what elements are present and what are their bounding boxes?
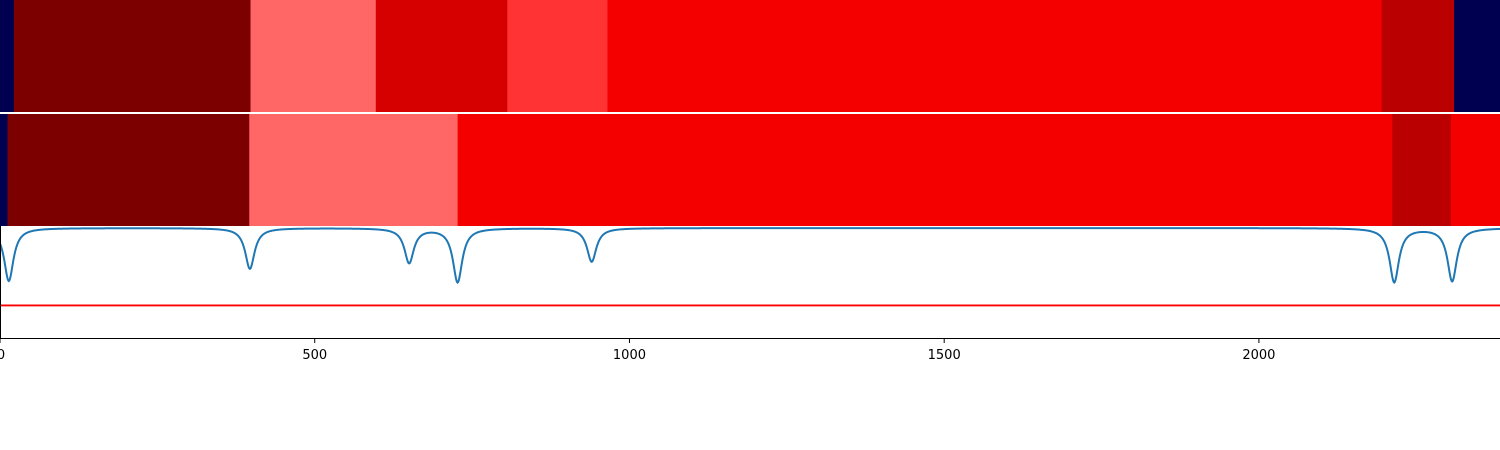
heatmap-top-segment-5	[607, 0, 1383, 112]
heatmap-track-top	[0, 0, 1500, 112]
heatmap-top-segment-6	[1381, 0, 1455, 112]
heatmap-top-segment-0	[0, 0, 15, 112]
x-tick-label-2000: 2000	[1242, 348, 1275, 363]
heatmap-bottom-segment-0	[0, 114, 9, 226]
heatmap-bottom-segment-1	[7, 114, 250, 226]
heatmap-track-bottom	[0, 114, 1500, 226]
heatmap-top-segment-7	[1454, 0, 1500, 112]
x-axis: 0 500 1000 1500 2000	[0, 338, 1275, 363]
x-tick-label-500: 500	[302, 348, 327, 363]
heatmap-top-segment-3	[375, 0, 508, 112]
signal-line	[0, 227, 1500, 285]
x-tick-label-1500: 1500	[928, 348, 961, 363]
line-plot-panel	[0, 226, 1500, 339]
heatmap-bottom-segment-3	[457, 114, 1393, 226]
x-tick-label-0: 0	[0, 348, 5, 363]
heatmap-top-segment-2	[250, 0, 377, 112]
heatmap-bottom-segment-4	[1392, 114, 1452, 226]
heatmap-top-segment-4	[507, 0, 609, 112]
heatmap-bottom-segment-2	[249, 114, 459, 226]
heatmap-top-segment-1	[13, 0, 252, 112]
heatmap-bottom-segment-5	[1450, 114, 1500, 226]
x-tick-label-1000: 1000	[613, 348, 646, 363]
